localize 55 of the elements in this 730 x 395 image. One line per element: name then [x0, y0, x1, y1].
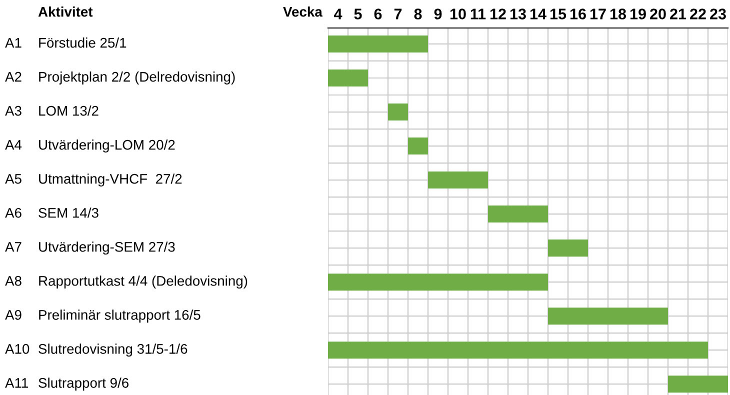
y-tick-label: Slutredovisning 31/5-1/6 [38, 344, 188, 357]
text: A10 [5, 344, 30, 354]
x-tick-label: 5 [354, 8, 362, 20]
x-tick-label: 23 [710, 8, 726, 20]
x-tick-label: 16 [570, 8, 586, 20]
y-tick-label: Slutrapport 9/6 [38, 378, 128, 391]
bar [668, 376, 728, 393]
x-tick-label: 22 [690, 8, 706, 20]
text: A8 [5, 276, 22, 286]
y-tick-label: Förstudie 25/1 [39, 38, 126, 48]
x-tick-label: 7 [394, 8, 402, 20]
y-tick-label: SEM 14/3 [38, 208, 98, 218]
x-tick-label: 17 [590, 8, 606, 20]
y-axis-title: Aktivitet [38, 6, 93, 17]
bar [328, 342, 708, 359]
bar [548, 240, 588, 257]
bar [328, 35, 428, 52]
x-tick-label: 11 [470, 8, 486, 20]
text: A7 [5, 242, 22, 252]
x-tick-label: 18 [610, 8, 626, 20]
y-tick-label: Rapportutkast 4/4 (Deledovisning) [39, 276, 248, 289]
x-tick-label: 21 [670, 8, 686, 20]
x-tick-label: 15 [550, 8, 566, 20]
text: A5 [5, 174, 22, 184]
text: A1 [5, 38, 22, 48]
bar [328, 274, 548, 291]
x-tick-label: 14 [530, 8, 546, 20]
bar [488, 206, 548, 223]
x-tick-label: 8 [414, 8, 422, 20]
text: A11 [5, 378, 28, 388]
bar [548, 308, 668, 325]
bar [408, 138, 428, 155]
text: A9 [5, 310, 22, 320]
text: A4 [5, 140, 22, 150]
x-tick-label: 10 [450, 8, 466, 20]
x-tick-label: 20 [650, 8, 666, 20]
x-axis-title: Vecka [283, 6, 322, 17]
bar [388, 104, 408, 121]
x-tick-label: 13 [510, 8, 526, 20]
y-tick-label: Preliminär slutrapport 16/5 [39, 310, 200, 323]
text: A3 [5, 106, 22, 116]
x-tick-label: 19 [630, 8, 646, 20]
x-tick-label: 6 [374, 8, 382, 20]
x-tick-label: 4 [334, 8, 342, 20]
y-tick-label: Projektplan 2/2 (Delredovisning) [39, 72, 235, 84]
text: A2 [5, 72, 22, 82]
x-tick-label: 12 [490, 8, 506, 20]
x-tick-label: 9 [434, 8, 442, 20]
y-tick-label: Utmattning-VHCF 27/2 [39, 174, 182, 187]
y-tick-label: Utvärdering-LOM 20/2 [39, 140, 175, 152]
y-tick-label: Utvärdering-SEM 27/3 [39, 242, 175, 255]
y-tick-label: LOM 13/2 [39, 106, 98, 116]
bar [428, 172, 488, 189]
bar [328, 69, 368, 86]
text: A6 [5, 208, 22, 218]
